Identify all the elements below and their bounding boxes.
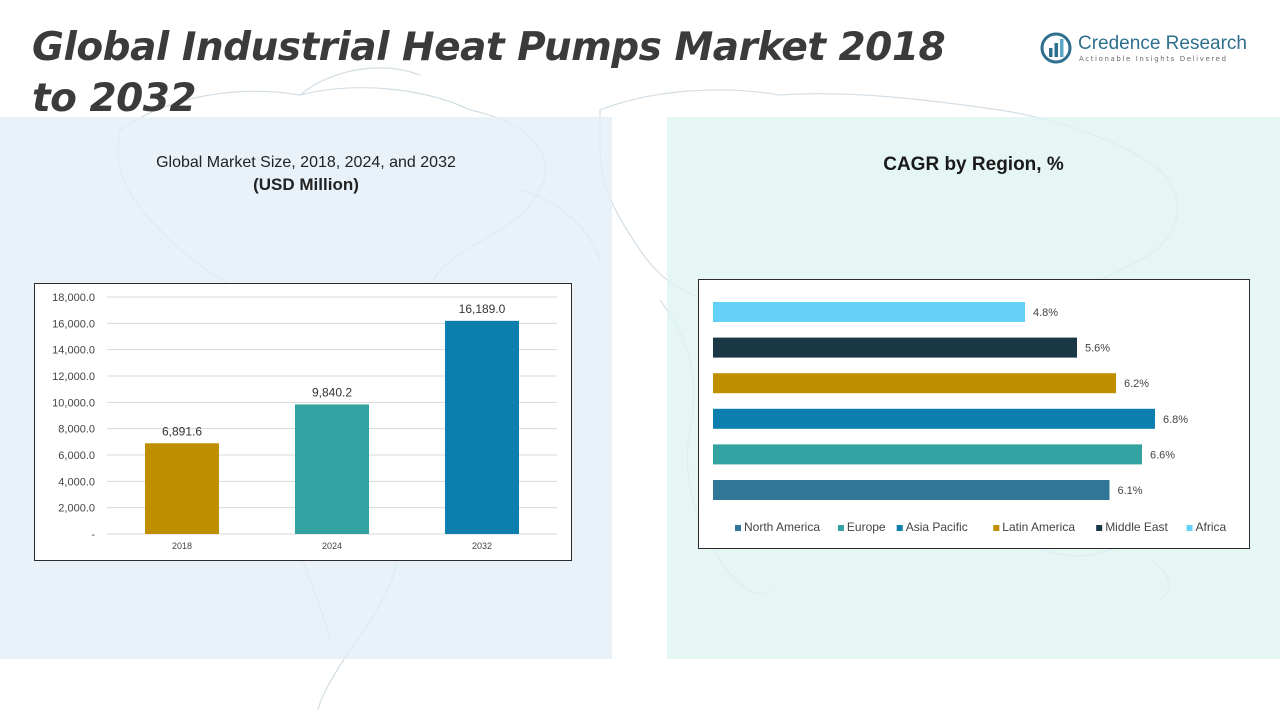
bar-data-label: 6.1% [1118,485,1143,497]
legend-label: Middle East [1105,520,1168,534]
bar-europe [713,444,1142,465]
x-tick-label: 2024 [322,541,342,551]
legend-swatch [896,525,903,531]
brand-logo: Credence Research Actionable Insights De… [1040,30,1260,70]
bar-2032 [445,320,519,534]
y-tick-label: 2,000.0 [58,503,95,515]
legend-label: Latin America [1002,520,1075,534]
y-tick-label: 14,000.0 [52,345,95,357]
legend-swatch [1096,525,1103,531]
logo-tagline: Actionable Insights Delivered [1079,55,1228,63]
y-tick-label: 10,000.0 [52,397,95,409]
bar-data-label: 5.6% [1085,343,1110,355]
market-size-unit: (USD Million) [253,175,359,194]
legend-label: Asia Pacific [906,520,968,534]
bar-data-label: 6.8% [1163,414,1188,426]
bar-data-label: 6,891.6 [162,424,202,438]
legend-label: Europe [847,520,886,534]
legend-swatch [735,525,741,531]
legend-label: North America [744,520,820,534]
legend-swatch [993,525,1000,531]
legend-swatch [837,525,844,531]
cagr-heading: CAGR by Region, % [883,154,1064,175]
market-size-title: Global Market Size, 2018, 2024, and 2032 [156,154,456,171]
x-tick-label: 2032 [472,541,492,551]
bar-data-label: 6.6% [1150,449,1175,461]
bar-middle-east [713,337,1077,358]
bar-data-label: 6.2% [1124,378,1149,390]
bar-data-label: 16,189.0 [459,302,506,316]
market-size-heading: Global Market Size, 2018, 2024, and 2032… [0,152,612,196]
legend-label: Africa [1196,520,1227,534]
cagr-chart-svg: 6.1% 6.6% 6.8% 6.2% 5.6% 4.8% North America Eur… [713,302,1227,534]
bar-data-label: 4.8% [1033,307,1058,319]
bar-2018 [145,443,219,534]
y-tick-label: 4,000.0 [58,476,95,488]
cagr-chart: 6.1% 6.6% 6.8% 6.2% 5.6% 4.8% North America Eur… [698,279,1250,549]
logo-name-part2: Research [1165,33,1247,54]
bar-africa [713,302,1025,322]
bar-north-america [713,480,1110,500]
y-tick-label: 8,000.0 [58,424,95,436]
x-tick-label: 2018 [172,541,192,551]
market-size-chart: - 2,000.0 4,000.0 6,000.0 8,000.0 10,000.0 12,… [34,283,572,561]
bar-data-label: 9,840.2 [312,385,352,399]
logo-name: Credence Research [1078,33,1247,55]
logo-name-part1: Credence [1078,33,1161,54]
y-tick-label: 6,000.0 [58,450,95,462]
bar-2024 [295,404,369,534]
y-tick-label: 12,000.0 [52,371,95,383]
y-tick-label: - [91,529,95,541]
bar-latin-america [713,373,1116,394]
logo-mark-icon [1040,32,1072,64]
market-size-chart-svg: - 2,000.0 4,000.0 6,000.0 8,000.0 10,000.0 12,… [52,292,557,551]
bar-asia-pacific [713,408,1155,429]
y-tick-label: 18,000.0 [52,292,95,304]
page-title: Global Industrial Heat Pumps Market 2018… [32,25,946,121]
legend-swatch [1186,525,1193,531]
y-tick-label: 16,000.0 [52,318,95,330]
